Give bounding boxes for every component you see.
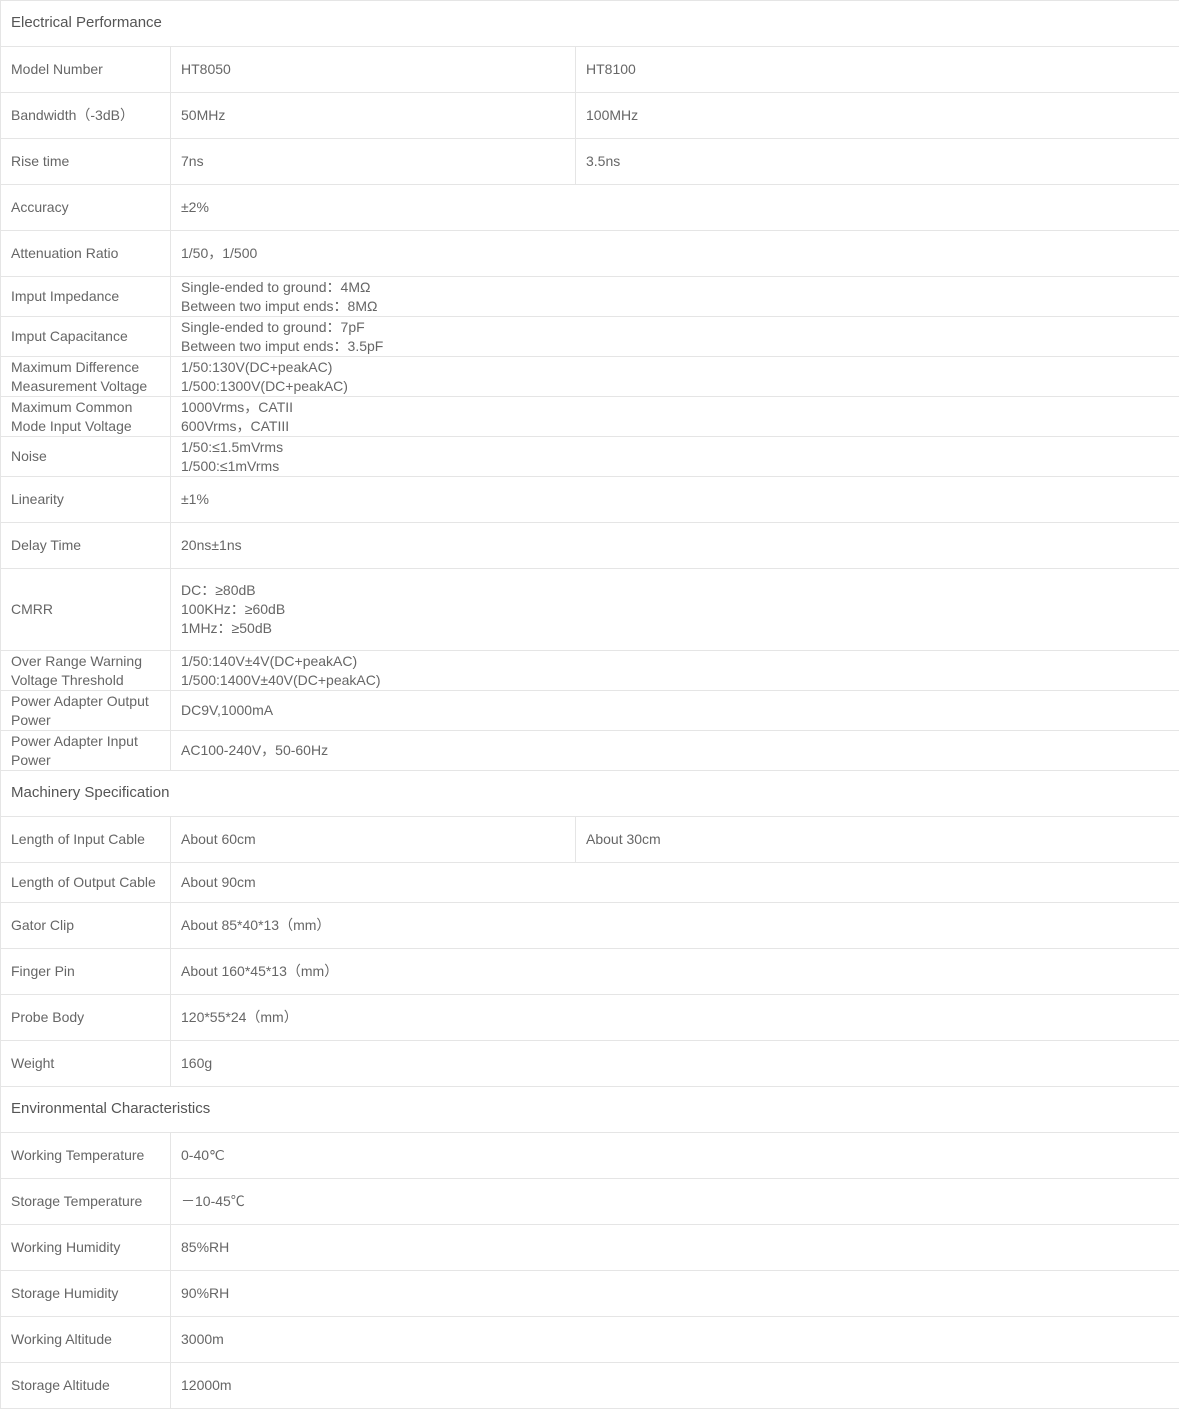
- table-row: Linearity±1%: [1, 477, 1179, 523]
- row-label: Bandwidth（-3dB）: [1, 93, 171, 139]
- row-value-2: About 30cm: [576, 817, 1179, 863]
- row-value: －10-45℃: [171, 1179, 1179, 1225]
- table-row: Imput ImpedanceSingle-ended to ground：4M…: [1, 277, 1179, 317]
- row-label: Length of Input Cable: [1, 817, 171, 863]
- row-label: Noise: [1, 437, 171, 477]
- row-value: ±2%: [171, 185, 1179, 231]
- row-label: Maximum Difference Measurement Voltage: [1, 357, 171, 397]
- row-value-1: 7ns: [171, 139, 576, 185]
- row-label: Imput Capacitance: [1, 317, 171, 357]
- row-label: Model Number: [1, 47, 171, 93]
- row-value: 12000m: [171, 1363, 1179, 1409]
- row-value-2: 3.5ns: [576, 139, 1179, 185]
- table-row: Delay Time20ns±1ns: [1, 523, 1179, 569]
- table-row: Maximum Difference Measurement Voltage1/…: [1, 357, 1179, 397]
- row-label: Working Temperature: [1, 1133, 171, 1179]
- row-value: Single-ended to ground：7pF Between two i…: [171, 317, 1179, 357]
- row-label: Working Altitude: [1, 1317, 171, 1363]
- row-label: Rise time: [1, 139, 171, 185]
- row-value: About 160*45*13（mm）: [171, 949, 1179, 995]
- row-value: About 90cm: [171, 863, 1179, 903]
- row-label: Finger Pin: [1, 949, 171, 995]
- table-row: Finger PinAbout 160*45*13（mm）: [1, 949, 1179, 995]
- spec-table-body: Electrical PerformanceModel NumberHT8050…: [1, 1, 1179, 1409]
- row-value: 160g: [171, 1041, 1179, 1087]
- section-header-environmental: Environmental Characteristics: [1, 1087, 1179, 1133]
- spec-table: Electrical PerformanceModel NumberHT8050…: [0, 0, 1179, 1409]
- row-value: Single-ended to ground：4MΩ Between two i…: [171, 277, 1179, 317]
- table-row: Rise time7ns3.5ns: [1, 139, 1179, 185]
- row-value-1: About 60cm: [171, 817, 576, 863]
- row-value: 1/50:≤1.5mVrms 1/500:≤1mVrms: [171, 437, 1179, 477]
- table-row: Working Altitude3000m: [1, 1317, 1179, 1363]
- table-row: Over Range Warning Voltage Threshold1/50…: [1, 651, 1179, 691]
- row-value: 1/50:130V(DC+peakAC) 1/500:1300V(DC+peak…: [171, 357, 1179, 397]
- row-label: CMRR: [1, 569, 171, 651]
- section-header-machinery: Machinery Specification: [1, 771, 1179, 817]
- section-row-electrical: Electrical Performance: [1, 1, 1179, 47]
- row-value: 120*55*24（mm）: [171, 995, 1179, 1041]
- section-header-electrical: Electrical Performance: [1, 1, 1179, 47]
- row-value-2: 100MHz: [576, 93, 1179, 139]
- row-value: 3000m: [171, 1317, 1179, 1363]
- row-value: 1000Vrms，CATII 600Vrms，CATIII: [171, 397, 1179, 437]
- table-row: Power Adapter Input PowerAC100-240V，50-6…: [1, 731, 1179, 771]
- row-value: About 85*40*13（mm）: [171, 903, 1179, 949]
- table-row: Noise1/50:≤1.5mVrms 1/500:≤1mVrms: [1, 437, 1179, 477]
- table-row: Storage Temperature－10-45℃: [1, 1179, 1179, 1225]
- table-row: Storage Altitude12000m: [1, 1363, 1179, 1409]
- row-label: Power Adapter Input Power: [1, 731, 171, 771]
- row-label: Maximum Common Mode Input Voltage: [1, 397, 171, 437]
- row-value: 1/50:140V±4V(DC+peakAC) 1/500:1400V±40V(…: [171, 651, 1179, 691]
- row-label: Linearity: [1, 477, 171, 523]
- row-value: 1/50，1/500: [171, 231, 1179, 277]
- row-label: Working Humidity: [1, 1225, 171, 1271]
- table-row: Probe Body120*55*24（mm）: [1, 995, 1179, 1041]
- row-label: Attenuation Ratio: [1, 231, 171, 277]
- row-label: Gator Clip: [1, 903, 171, 949]
- table-row: Working Temperature0-40℃: [1, 1133, 1179, 1179]
- row-label: Over Range Warning Voltage Threshold: [1, 651, 171, 691]
- row-label: Power Adapter Output Power: [1, 691, 171, 731]
- table-row: Length of Input CableAbout 60cmAbout 30c…: [1, 817, 1179, 863]
- table-row: Weight160g: [1, 1041, 1179, 1087]
- table-row: Imput CapacitanceSingle-ended to ground：…: [1, 317, 1179, 357]
- table-row: CMRRDC：≥80dB 100KHz：≥60dB 1MHz：≥50dB: [1, 569, 1179, 651]
- row-value: 85%RH: [171, 1225, 1179, 1271]
- row-value-2: HT8100: [576, 47, 1179, 93]
- row-label: Delay Time: [1, 523, 171, 569]
- row-label: Weight: [1, 1041, 171, 1087]
- table-row: Model NumberHT8050HT8100: [1, 47, 1179, 93]
- row-label: Accuracy: [1, 185, 171, 231]
- table-row: Attenuation Ratio1/50，1/500: [1, 231, 1179, 277]
- section-row-environmental: Environmental Characteristics: [1, 1087, 1179, 1133]
- table-row: Working Humidity85%RH: [1, 1225, 1179, 1271]
- row-label: Imput Impedance: [1, 277, 171, 317]
- row-label: Length of Output Cable: [1, 863, 171, 903]
- row-value: ±1%: [171, 477, 1179, 523]
- table-row: Length of Output CableAbout 90cm: [1, 863, 1179, 903]
- row-value: AC100-240V，50-60Hz: [171, 731, 1179, 771]
- row-label: Storage Humidity: [1, 1271, 171, 1317]
- table-row: Maximum Common Mode Input Voltage1000Vrm…: [1, 397, 1179, 437]
- row-label: Storage Altitude: [1, 1363, 171, 1409]
- row-value: 90%RH: [171, 1271, 1179, 1317]
- table-row: Accuracy±2%: [1, 185, 1179, 231]
- table-row: Bandwidth（-3dB）50MHz100MHz: [1, 93, 1179, 139]
- row-label: Storage Temperature: [1, 1179, 171, 1225]
- row-label: Probe Body: [1, 995, 171, 1041]
- row-value: 0-40℃: [171, 1133, 1179, 1179]
- row-value: 20ns±1ns: [171, 523, 1179, 569]
- table-row: Power Adapter Output PowerDC9V,1000mA: [1, 691, 1179, 731]
- row-value-1: HT8050: [171, 47, 576, 93]
- row-value: DC9V,1000mA: [171, 691, 1179, 731]
- table-row: Gator ClipAbout 85*40*13（mm）: [1, 903, 1179, 949]
- table-row: Storage Humidity90%RH: [1, 1271, 1179, 1317]
- section-row-machinery: Machinery Specification: [1, 771, 1179, 817]
- row-value-1: 50MHz: [171, 93, 576, 139]
- row-value: DC：≥80dB 100KHz：≥60dB 1MHz：≥50dB: [171, 569, 1179, 651]
